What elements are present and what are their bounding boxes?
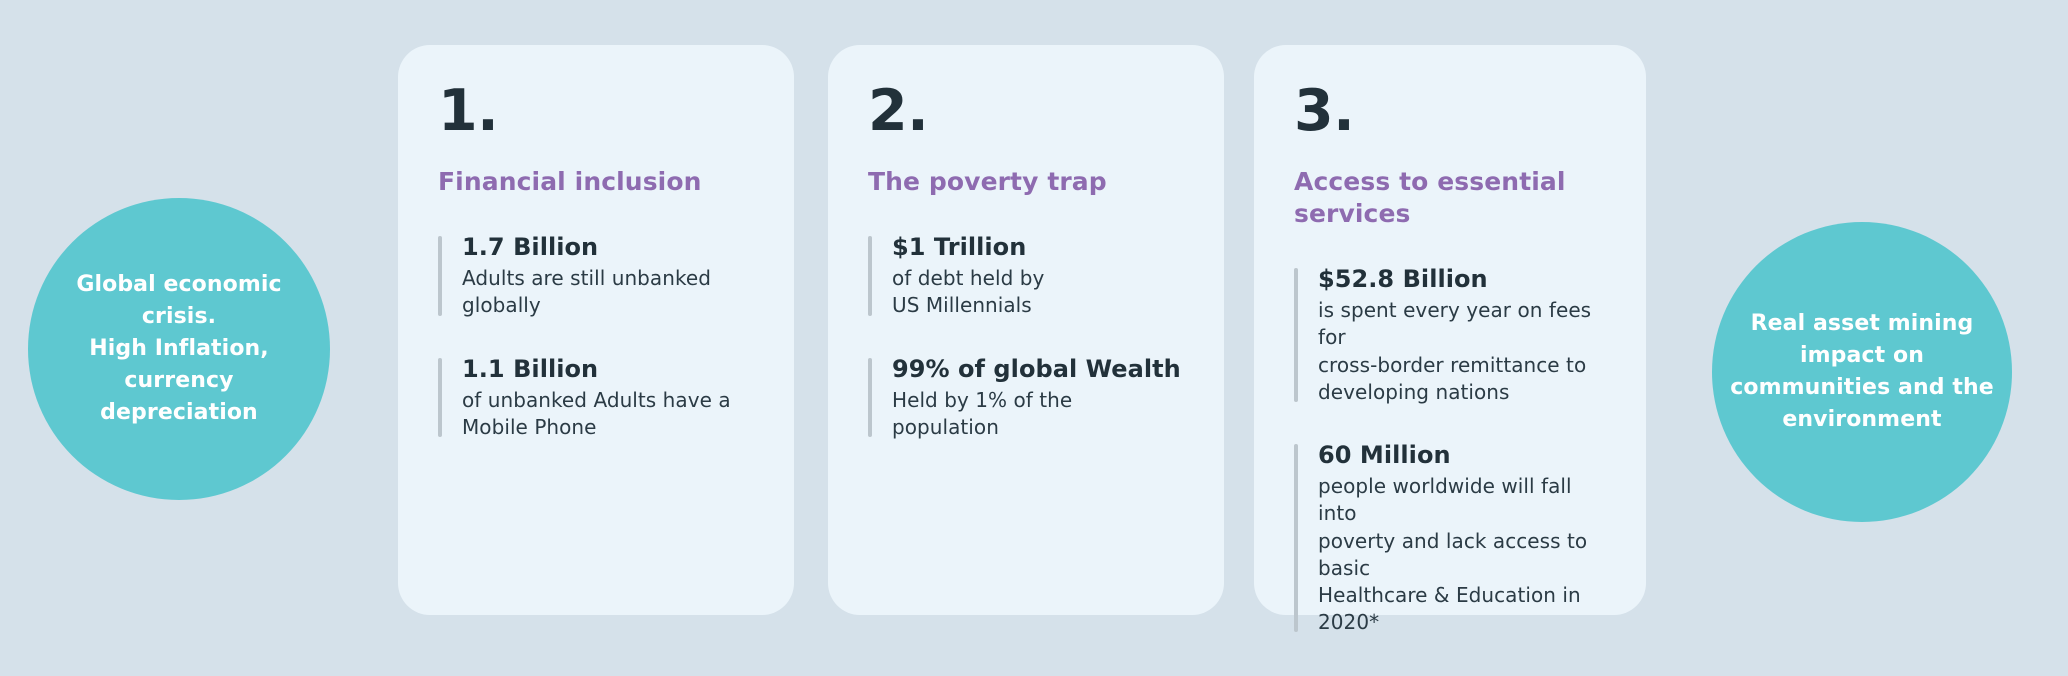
stat-accent-bar xyxy=(868,236,872,316)
stat-value: 1.7 Billion xyxy=(462,233,599,261)
left-circle-text: Global economic crisis. High Inflation, … xyxy=(76,272,282,425)
stat-item: 1.7 Billion Adults are still unbanked gl… xyxy=(438,232,754,320)
stat-description: Adults are still unbanked globally xyxy=(462,266,711,318)
stat-item: 60 Million people worldwide will fall in… xyxy=(1294,440,1606,636)
card-2-stat-list: $1 Trillion of debt held by US Millennia… xyxy=(868,232,1184,441)
stat-accent-bar xyxy=(438,236,442,316)
stat-item: 99% of global Wealth Held by 1% of the p… xyxy=(868,354,1184,442)
stat-item: $1 Trillion of debt held by US Millennia… xyxy=(868,232,1184,320)
stat-accent-bar xyxy=(1294,268,1298,402)
stat-accent-bar xyxy=(438,357,442,438)
problem-card-2: 2. The poverty trap $1 Trillion of debt … xyxy=(828,45,1224,615)
right-context-circle: Real asset mining impact on communities … xyxy=(1712,222,2012,522)
stat-accent-bar xyxy=(868,357,872,438)
stat-value: $1 Trillion xyxy=(892,233,1027,261)
problem-card-1: 1. Financial inclusion 1.7 Billion Adult… xyxy=(398,45,794,615)
card-3-title: Access to essential services xyxy=(1294,167,1566,228)
stat-description: of unbanked Adults have a Mobile Phone xyxy=(462,387,731,439)
stat-description: Held by 1% of the population xyxy=(892,387,1073,439)
stat-item: $52.8 Billion is spent every year on fee… xyxy=(1294,264,1606,406)
stat-value: 60 Million xyxy=(1318,440,1451,469)
card-3-number: 3. xyxy=(1294,78,1355,144)
card-3-stat-list: $52.8 Billion is spent every year on fee… xyxy=(1294,264,1606,636)
card-2-title: The poverty trap xyxy=(868,167,1107,196)
stat-description: of debt held by US Millennials xyxy=(892,266,1045,318)
card-2-number: 2. xyxy=(868,78,929,144)
stat-description: is spent every year on fees for cross-bo… xyxy=(1318,298,1592,404)
stat-value: 1.1 Billion xyxy=(462,354,599,383)
card-1-stat-list: 1.7 Billion Adults are still unbanked gl… xyxy=(438,232,754,441)
card-1-number: 1. xyxy=(438,78,499,144)
left-context-circle: Global economic crisis. High Inflation, … xyxy=(28,198,330,500)
stat-value: $52.8 Billion xyxy=(1318,265,1488,293)
stat-description: people worldwide will fall into poverty … xyxy=(1318,474,1588,635)
card-1-title: Financial inclusion xyxy=(438,167,702,196)
problem-card-3: 3. Access to essential services $52.8 Bi… xyxy=(1254,45,1646,634)
stat-accent-bar xyxy=(1294,443,1298,633)
right-circle-text: Real asset mining impact on communities … xyxy=(1730,311,1994,432)
stat-value: 99% of global Wealth xyxy=(892,354,1181,383)
stat-item: 1.1 Billion of unbanked Adults have a Mo… xyxy=(438,354,754,442)
